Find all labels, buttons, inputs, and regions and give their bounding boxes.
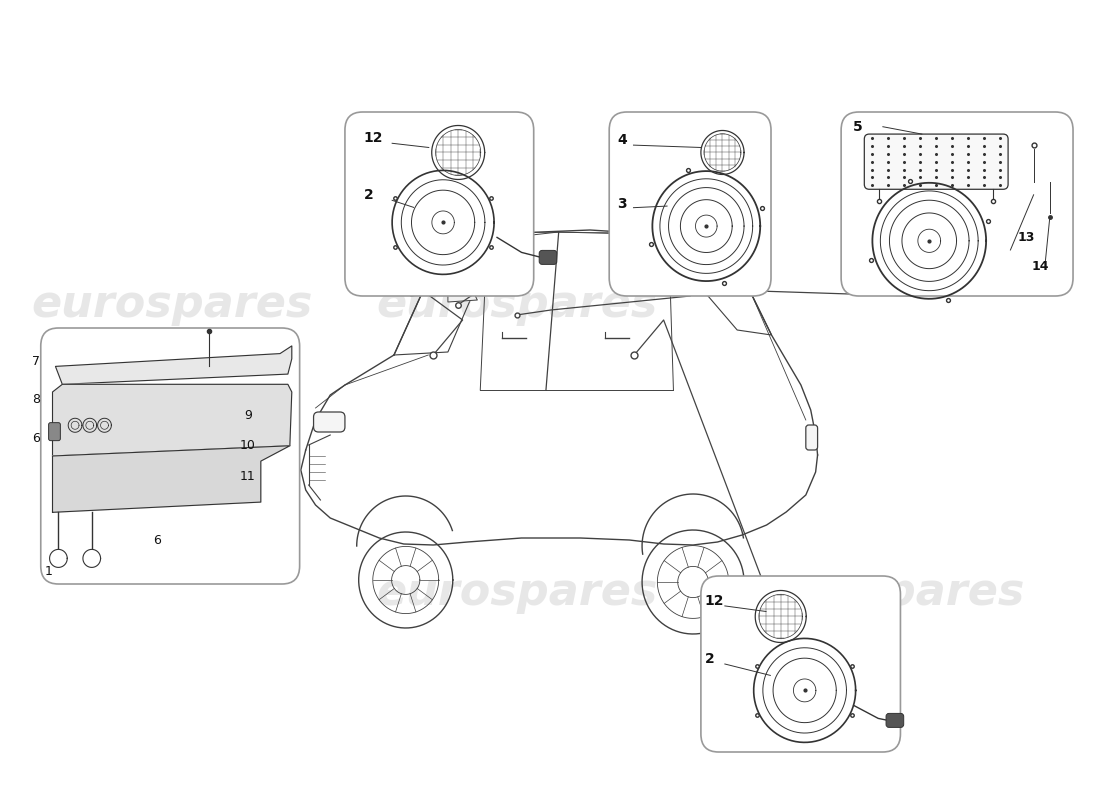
Polygon shape bbox=[53, 384, 292, 456]
Text: 11: 11 bbox=[240, 470, 255, 483]
Text: 6: 6 bbox=[32, 431, 40, 445]
Text: eurospares: eurospares bbox=[377, 282, 658, 326]
FancyBboxPatch shape bbox=[865, 134, 1008, 190]
Text: 10: 10 bbox=[240, 439, 256, 452]
Text: eurospares: eurospares bbox=[32, 282, 313, 326]
Text: 1: 1 bbox=[45, 565, 53, 578]
Text: 5: 5 bbox=[852, 120, 862, 134]
Text: 7: 7 bbox=[32, 354, 40, 368]
Text: 12: 12 bbox=[705, 594, 725, 608]
Text: 9: 9 bbox=[244, 409, 252, 422]
Text: 2: 2 bbox=[705, 652, 715, 666]
Text: 12: 12 bbox=[364, 130, 383, 145]
Polygon shape bbox=[53, 446, 289, 512]
Polygon shape bbox=[448, 290, 477, 302]
Text: 13: 13 bbox=[1018, 230, 1035, 244]
FancyBboxPatch shape bbox=[345, 112, 534, 296]
FancyBboxPatch shape bbox=[539, 250, 557, 264]
Text: eurospares: eurospares bbox=[377, 570, 658, 614]
Text: 4: 4 bbox=[617, 133, 627, 146]
Text: 6: 6 bbox=[153, 534, 162, 547]
Text: 14: 14 bbox=[1032, 260, 1048, 273]
Polygon shape bbox=[55, 346, 292, 384]
Text: 3: 3 bbox=[617, 197, 627, 211]
Text: 2: 2 bbox=[364, 188, 374, 202]
FancyBboxPatch shape bbox=[609, 112, 771, 296]
FancyBboxPatch shape bbox=[314, 412, 345, 432]
FancyBboxPatch shape bbox=[806, 425, 817, 450]
Text: 8: 8 bbox=[32, 393, 40, 406]
FancyBboxPatch shape bbox=[701, 576, 901, 752]
FancyBboxPatch shape bbox=[842, 112, 1072, 296]
FancyBboxPatch shape bbox=[41, 328, 299, 584]
FancyBboxPatch shape bbox=[887, 714, 904, 727]
FancyBboxPatch shape bbox=[48, 422, 60, 441]
Text: eurospares: eurospares bbox=[744, 570, 1025, 614]
